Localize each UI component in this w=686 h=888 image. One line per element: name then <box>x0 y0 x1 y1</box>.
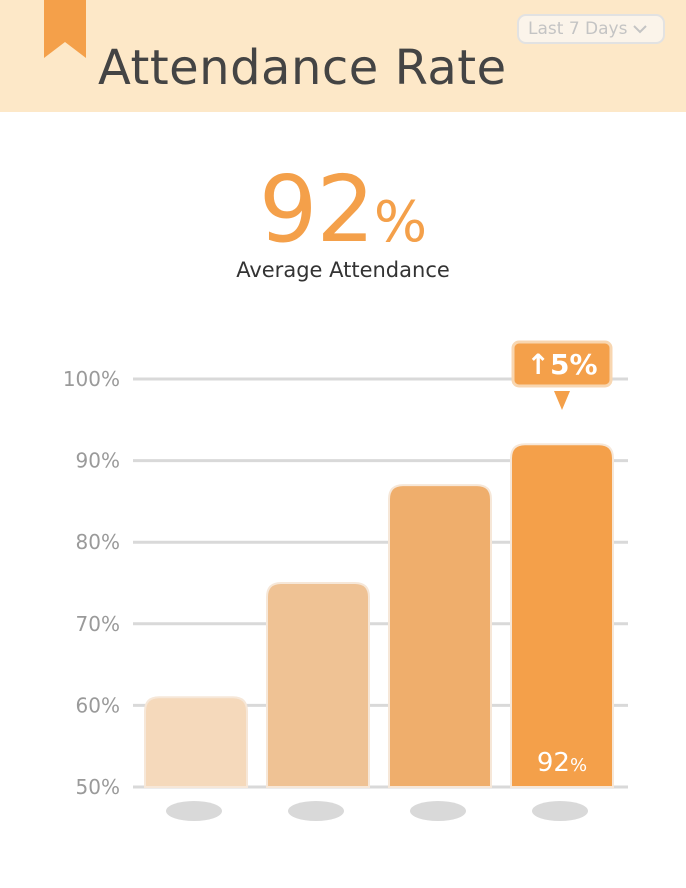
kpi-number: 92 <box>258 156 375 263</box>
y-tick-label: 100% <box>63 367 120 391</box>
x-category-marker <box>532 801 588 821</box>
page-title: Attendance Rate <box>98 40 507 96</box>
kpi-value: 92% <box>0 160 686 286</box>
y-tick-label: 90% <box>76 449 120 473</box>
chevron-down-icon <box>633 25 648 34</box>
y-tick-label: 60% <box>76 693 120 717</box>
bar <box>388 484 492 788</box>
change-badge-text: ↑5% <box>527 348 598 381</box>
date-range-label: Last 7 Days <box>528 19 628 39</box>
bar <box>144 696 248 788</box>
kpi-label: Average Attendance <box>236 258 450 282</box>
y-tick-label: 50% <box>76 775 120 799</box>
x-category-marker <box>410 801 466 821</box>
bar-data-label: 92% <box>537 748 587 778</box>
kpi-unit: % <box>373 190 428 255</box>
x-category-marker <box>288 801 344 821</box>
header: Attendance Rate Last 7 Days <box>0 0 686 112</box>
x-category-marker <box>166 801 222 821</box>
change-badge <box>511 340 613 388</box>
bookmark-icon <box>44 0 86 58</box>
bar <box>266 582 370 788</box>
bar <box>510 443 614 788</box>
date-range-dropdown[interactable]: Last 7 Days <box>517 14 665 44</box>
y-tick-label: 80% <box>76 530 120 554</box>
badge-pointer <box>554 391 570 410</box>
y-tick-label: 70% <box>76 612 120 636</box>
